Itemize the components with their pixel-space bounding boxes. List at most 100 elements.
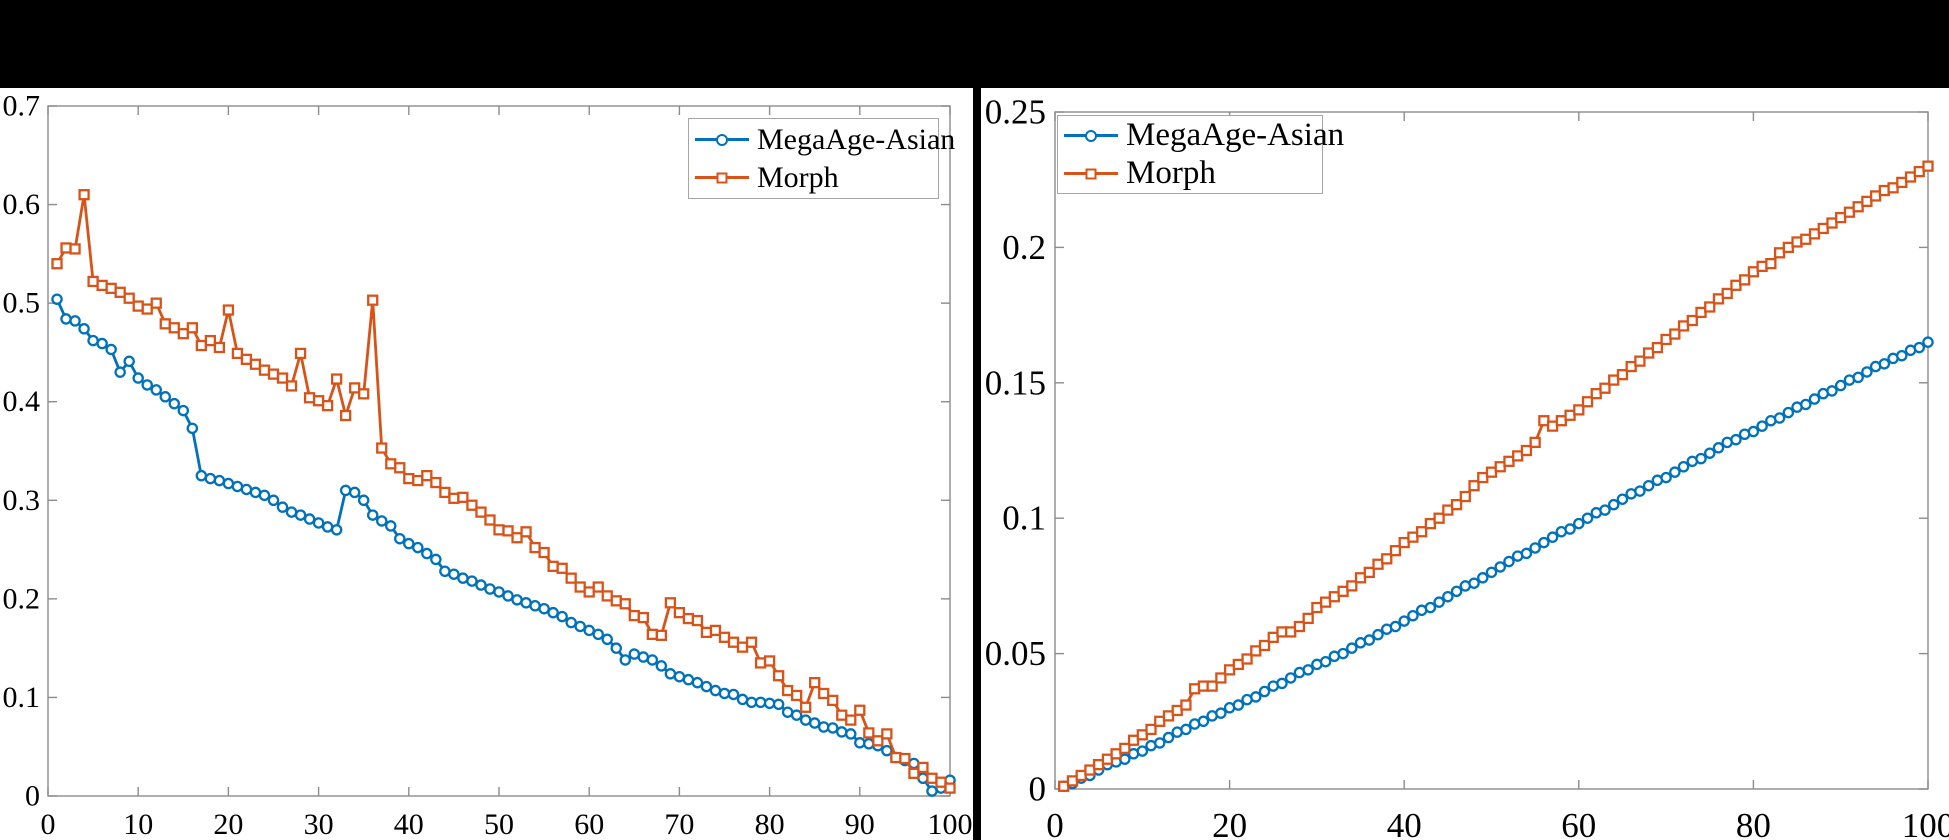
data-point-circle bbox=[601, 633, 613, 646]
data-point-square bbox=[520, 526, 532, 538]
data-point-circle bbox=[1913, 341, 1926, 354]
data-point-circle bbox=[240, 483, 253, 496]
data-point-circle bbox=[484, 583, 496, 595]
data-point-square bbox=[781, 684, 794, 697]
data-point-circle bbox=[799, 714, 812, 726]
blue-circle-line-sample-icon bbox=[1064, 129, 1118, 143]
data-point-circle bbox=[826, 722, 839, 734]
data-point-square bbox=[763, 655, 776, 667]
plot-border bbox=[47, 105, 951, 797]
data-point-square bbox=[863, 727, 875, 739]
data-point-circle bbox=[385, 520, 397, 532]
data-point-circle bbox=[430, 553, 442, 566]
data-point-square bbox=[538, 546, 550, 559]
data-point-circle bbox=[1319, 655, 1332, 668]
data-point-circle bbox=[294, 509, 307, 521]
legend-entry-megaage-asian[interactable]: MegaAge-Asian bbox=[689, 121, 955, 159]
data-point-square bbox=[673, 607, 686, 619]
data-point-square bbox=[1468, 480, 1480, 492]
data-point-circle bbox=[466, 575, 478, 587]
data-point-circle bbox=[475, 579, 487, 591]
data-point-square bbox=[908, 767, 920, 779]
data-point-circle bbox=[610, 642, 623, 654]
data-point-square bbox=[457, 491, 469, 503]
y-tick-label: 0.25 bbox=[985, 93, 1046, 132]
data-point-circle bbox=[1398, 615, 1410, 627]
legend-entry-megaage-asian[interactable]: MegaAge-Asian bbox=[1058, 117, 1344, 155]
x-tick-label: 70 bbox=[664, 808, 694, 840]
data-point-square bbox=[321, 400, 334, 412]
data-point-circle bbox=[285, 506, 298, 518]
data-point-square bbox=[222, 304, 235, 316]
data-point-square bbox=[944, 782, 956, 794]
data-point-circle bbox=[1276, 677, 1288, 690]
data-point-square bbox=[394, 462, 406, 474]
data-point-circle bbox=[1477, 572, 1489, 584]
data-point-circle bbox=[249, 486, 262, 499]
data-point-circle bbox=[529, 600, 541, 612]
data-point-square bbox=[556, 562, 568, 574]
data-point-circle bbox=[1834, 379, 1847, 392]
data-point-circle bbox=[330, 524, 343, 536]
plot-border bbox=[1054, 111, 1929, 790]
data-point-circle bbox=[276, 501, 289, 513]
data-point-square bbox=[800, 701, 812, 713]
data-point-circle bbox=[1564, 523, 1576, 535]
data-point-circle bbox=[1704, 447, 1716, 459]
data-point-square bbox=[1669, 328, 1681, 340]
data-point-circle bbox=[817, 721, 830, 733]
legend-entry-morph[interactable]: Morph bbox=[689, 159, 938, 197]
y-tick-label: 0.05 bbox=[985, 634, 1046, 673]
data-point-circle bbox=[375, 515, 388, 527]
data-point-circle bbox=[51, 293, 63, 305]
data-point-square bbox=[511, 532, 523, 544]
data-point-circle bbox=[1616, 493, 1629, 505]
data-point-square bbox=[267, 368, 280, 380]
data-point-circle bbox=[1573, 517, 1585, 530]
data-point-square bbox=[502, 525, 514, 537]
data-point-square bbox=[655, 629, 668, 641]
data-point-square bbox=[1206, 680, 1218, 692]
data-point-square bbox=[646, 628, 658, 640]
data-point-circle bbox=[1538, 536, 1550, 549]
data-point-square bbox=[1922, 160, 1934, 172]
data-point-circle bbox=[718, 687, 731, 700]
data-point-circle bbox=[1284, 672, 1297, 684]
legend-label: MegaAge-Asian bbox=[757, 122, 956, 156]
data-point-square bbox=[574, 581, 586, 593]
data-point-square bbox=[385, 458, 397, 470]
data-point-circle bbox=[1136, 745, 1149, 757]
data-point-square bbox=[1363, 566, 1375, 579]
y-tick-label: 0.7 bbox=[3, 90, 41, 123]
data-point-square bbox=[1258, 639, 1271, 652]
x-tick-label: 0 bbox=[1046, 806, 1064, 840]
data-point-circle bbox=[448, 568, 460, 580]
data-point-circle bbox=[394, 532, 406, 545]
data-point-circle bbox=[357, 494, 370, 507]
data-point-circle bbox=[808, 717, 821, 729]
data-point-circle bbox=[1450, 585, 1463, 598]
data-point-circle bbox=[881, 744, 893, 757]
legend-entry-morph[interactable]: Morph bbox=[1058, 155, 1322, 193]
data-point-circle bbox=[655, 660, 668, 672]
data-point-square bbox=[745, 636, 758, 648]
data-point-square bbox=[412, 474, 424, 487]
data-point-square bbox=[312, 395, 325, 407]
data-point-circle bbox=[691, 676, 704, 689]
data-point-square bbox=[484, 514, 496, 526]
data-point-circle bbox=[321, 521, 334, 533]
data-point-circle bbox=[1503, 555, 1515, 568]
data-point-circle bbox=[132, 372, 144, 384]
y-tick-label: 0.3 bbox=[3, 484, 41, 517]
data-point-square bbox=[1381, 553, 1393, 565]
data-point-circle bbox=[403, 537, 415, 550]
data-point-square bbox=[845, 714, 857, 726]
data-point-square bbox=[809, 676, 821, 689]
data-point-square bbox=[619, 598, 631, 610]
data-point-circle bbox=[1546, 531, 1559, 543]
data-point-square bbox=[258, 364, 271, 376]
data-point-square bbox=[935, 776, 947, 788]
data-point-circle bbox=[114, 366, 126, 378]
data-point-circle bbox=[1677, 460, 1690, 473]
right-chart-cumulative-error: 0 20 40 60 80 100 0 0.05 0.1 0.15 0.2 0.25 bbox=[985, 93, 1949, 840]
